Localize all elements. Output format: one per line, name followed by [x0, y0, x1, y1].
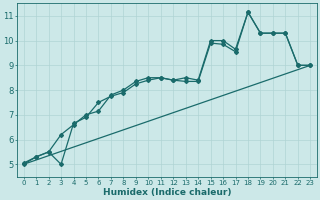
X-axis label: Humidex (Indice chaleur): Humidex (Indice chaleur): [103, 188, 231, 197]
